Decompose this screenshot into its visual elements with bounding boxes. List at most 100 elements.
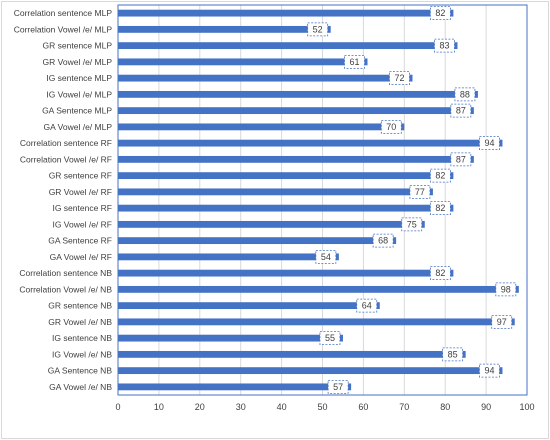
category-label: GA Sentence NB — [48, 366, 113, 376]
category-label: GA Vowel /e/ NB — [49, 382, 112, 392]
category-label: GR Vowel /e/ NB — [48, 317, 112, 327]
data-label-box — [409, 184, 431, 199]
x-tick-label: 70 — [399, 402, 409, 412]
data-label: 94 — [484, 366, 494, 376]
x-tick-label: 30 — [236, 402, 246, 412]
data-label: 57 — [333, 382, 343, 392]
x-tick-label: 90 — [481, 402, 491, 412]
bar — [118, 285, 519, 293]
bar — [118, 367, 503, 375]
x-tick-label: 50 — [317, 402, 327, 412]
data-label-box — [442, 347, 464, 362]
data-label: 82 — [435, 268, 445, 278]
category-label: IG Vowel /e/ NB — [52, 349, 112, 359]
data-label-box — [327, 379, 349, 394]
data-label: 97 — [497, 317, 507, 327]
bar — [118, 383, 352, 391]
plot-area-border — [117, 4, 528, 396]
data-label: 82 — [435, 8, 445, 18]
category-label: Correlation sentence MLP — [14, 8, 113, 18]
bar — [118, 350, 466, 358]
data-label: 88 — [460, 89, 470, 99]
data-label: 87 — [456, 106, 466, 116]
data-label-box — [319, 331, 341, 346]
data-label-box — [495, 282, 517, 297]
bar — [118, 269, 454, 277]
bar — [118, 90, 478, 98]
data-label: 70 — [386, 122, 396, 132]
data-label-box — [429, 266, 451, 281]
data-label-box — [450, 152, 472, 167]
bar — [118, 107, 474, 115]
bar — [118, 123, 405, 131]
category-label: Correlation sentence RF — [20, 138, 112, 148]
bar — [118, 302, 380, 310]
data-label: 64 — [362, 301, 372, 311]
bar — [118, 220, 425, 228]
bar — [118, 155, 474, 163]
data-label-box — [450, 103, 472, 118]
bar — [118, 139, 503, 147]
category-label: Correlation Vowel /e/ NB — [19, 284, 112, 294]
x-tick-label: 10 — [154, 402, 164, 412]
category-label: GR sentence MLP — [43, 41, 113, 51]
x-tick-label: 20 — [195, 402, 205, 412]
data-label-box — [429, 168, 451, 183]
x-tick-labels: 0 10 20 30 40 50 60 70 80 90 100 — [115, 402, 534, 412]
data-label-box — [491, 314, 513, 329]
category-labels: Correlation sentence MLP Correlation Vowe… — [14, 8, 113, 392]
category-label: IG sentence MLP — [46, 73, 112, 83]
data-label: 83 — [439, 41, 449, 51]
category-label: IG sentence RF — [52, 203, 112, 213]
bar — [118, 334, 343, 342]
data-label-box — [454, 87, 476, 102]
bar — [118, 58, 368, 66]
data-label-box — [380, 119, 402, 134]
data-label: 75 — [407, 219, 417, 229]
bar — [118, 74, 413, 82]
bar — [118, 9, 454, 17]
category-label: GA Sentence MLP — [42, 106, 112, 116]
bar — [118, 42, 458, 50]
x-tick-label: 60 — [358, 402, 368, 412]
x-tick-label: 40 — [277, 402, 287, 412]
category-label: GA Vowel /e/ RF — [50, 252, 112, 262]
bar — [118, 237, 397, 245]
data-label-box — [344, 54, 365, 69]
data-label: 52 — [313, 24, 323, 34]
category-label: GR sentence NB — [48, 301, 112, 311]
bar — [118, 188, 433, 196]
data-label-box — [372, 233, 394, 248]
data-label-box — [401, 217, 423, 232]
data-label-box — [315, 249, 337, 264]
category-label: IG Vowel /e/ RF — [52, 219, 112, 229]
category-label: IG Vowel /e/ MLP — [46, 89, 112, 99]
data-label: 82 — [435, 203, 445, 213]
data-label-box — [434, 38, 455, 53]
bar — [118, 253, 339, 261]
data-label: 87 — [456, 154, 466, 164]
x-tick-label: 0 — [115, 402, 120, 412]
data-label-box — [479, 363, 500, 378]
bar — [118, 172, 454, 180]
bars — [118, 9, 519, 391]
data-label-box — [429, 6, 451, 21]
data-labels: 82 52 83 61 72 88 87 70 94 87 82 77 82 75 68 54 82 98 64 97… — [307, 6, 517, 394]
category-label: Correlation Vowel /e/ MLP — [14, 24, 113, 34]
category-label: Correlation Vowel /e/ RF — [20, 154, 112, 164]
x-tick-label: 100 — [519, 402, 534, 412]
data-label: 72 — [394, 73, 404, 83]
data-label: 85 — [448, 349, 458, 359]
data-label-box — [479, 136, 500, 151]
data-label-box — [307, 22, 329, 37]
data-label: 77 — [415, 187, 425, 197]
category-label: GR sentence RF — [49, 171, 112, 181]
x-tick-label: 80 — [440, 402, 450, 412]
category-label: GA Sentence RF — [48, 236, 112, 246]
bar — [118, 204, 454, 212]
category-label: GR Vowel /e/ MLP — [43, 57, 113, 67]
category-label: GR Vowel /e/ RF — [49, 187, 112, 197]
data-label: 68 — [378, 236, 388, 246]
